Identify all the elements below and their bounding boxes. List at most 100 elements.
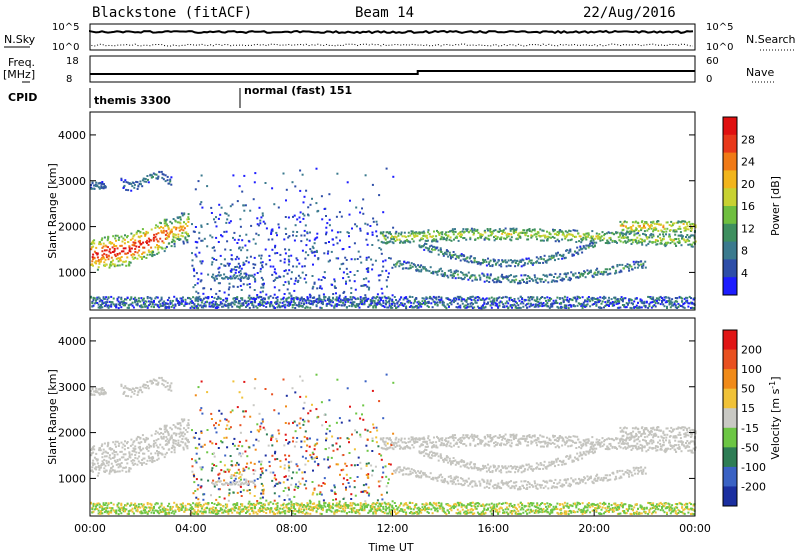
power-cell	[108, 266, 111, 269]
velocity-cell	[146, 381, 149, 383]
power-cell	[387, 272, 390, 275]
power-cell	[479, 233, 482, 236]
power-cell	[550, 297, 553, 300]
power-cell	[328, 218, 331, 221]
power-cell	[224, 275, 227, 278]
power-cell	[142, 297, 145, 300]
power-cell	[177, 233, 180, 236]
power-cell	[614, 269, 617, 272]
power-cell	[170, 230, 173, 233]
power-cell	[207, 296, 210, 299]
power-cell	[629, 298, 632, 301]
velocity-cell	[394, 441, 397, 444]
power-cell	[345, 259, 348, 261]
power-cell	[134, 241, 137, 244]
power-cell	[193, 307, 196, 309]
power-cell	[182, 296, 184, 299]
power-cell	[130, 182, 133, 185]
power-cell	[426, 304, 429, 307]
power-cell	[117, 303, 120, 306]
power-cell	[356, 297, 359, 300]
velocity-cell	[472, 439, 475, 442]
power-cell	[325, 304, 328, 307]
velocity-cell	[561, 439, 564, 442]
velocity-cell	[130, 453, 133, 456]
velocity-cell	[400, 437, 403, 440]
power-cell	[429, 245, 431, 248]
velocity-cell	[162, 435, 165, 438]
power-cell	[663, 296, 666, 299]
power-cell	[616, 241, 618, 244]
power-cell	[338, 211, 341, 214]
freq-unit-label: [MHz]	[3, 68, 35, 81]
power-cell	[553, 276, 555, 278]
power-cell	[315, 304, 318, 307]
power-cell	[502, 277, 505, 280]
velocity-cell	[392, 448, 395, 451]
power-cell	[236, 305, 239, 308]
velocity-cell	[598, 439, 601, 442]
power-cell	[209, 301, 212, 304]
velocity-cell	[104, 464, 107, 467]
power-cell	[377, 299, 380, 302]
velocity-cell	[506, 438, 509, 441]
velocity-cell	[137, 391, 140, 394]
power-cell	[615, 240, 617, 243]
power-cell	[124, 304, 126, 307]
velocity-cell	[146, 459, 149, 462]
power-cell	[301, 265, 304, 268]
power-cell	[616, 302, 619, 305]
velocity-cell	[183, 418, 186, 421]
power-cell	[99, 241, 102, 244]
power-cell	[253, 297, 255, 300]
velocity-cell	[585, 438, 588, 441]
power-cell	[517, 282, 519, 285]
power-cell	[473, 298, 476, 301]
power-cell	[130, 232, 133, 235]
power-cell	[113, 253, 116, 256]
power-cell	[338, 297, 341, 300]
power-cell	[557, 306, 560, 309]
velocity-cell	[152, 442, 155, 445]
power-cell	[691, 245, 694, 248]
power-cell	[160, 170, 163, 173]
power-cell	[438, 232, 441, 235]
power-cell	[367, 288, 370, 291]
power-cell	[416, 235, 419, 237]
power-cell	[132, 306, 135, 309]
power-cell	[686, 299, 689, 302]
power-cell	[668, 299, 671, 302]
velocity-cell	[611, 445, 614, 448]
power-cell	[90, 248, 93, 251]
power-cell	[678, 225, 681, 228]
velocity-cell	[630, 444, 633, 447]
power-cell	[165, 230, 168, 233]
power-cell	[243, 276, 246, 279]
power-cell	[186, 234, 189, 236]
power-cell	[298, 301, 301, 304]
power-cell	[303, 195, 306, 198]
power-cell	[530, 278, 533, 281]
power-cell	[626, 227, 629, 230]
power-cell	[633, 230, 636, 233]
power-cell	[426, 237, 429, 239]
power-cell	[237, 305, 240, 308]
power-cell	[509, 264, 512, 267]
power-cell	[417, 269, 420, 272]
power-cell	[420, 305, 423, 308]
velocity-cell	[515, 434, 518, 437]
power-cell	[414, 232, 417, 235]
power-cell	[359, 255, 362, 258]
velocity-cell	[145, 438, 148, 441]
power-cell	[633, 300, 636, 303]
power-cell	[371, 263, 374, 266]
velocity-cell	[383, 443, 386, 446]
velocity-cell	[477, 437, 480, 440]
power-cell	[628, 301, 631, 304]
velocity-cell	[510, 434, 513, 436]
velocity-cell	[474, 444, 477, 447]
velocity-cell	[97, 472, 100, 475]
power-cell	[413, 298, 416, 301]
velocity-cell	[483, 444, 486, 447]
power-cell	[381, 241, 384, 244]
